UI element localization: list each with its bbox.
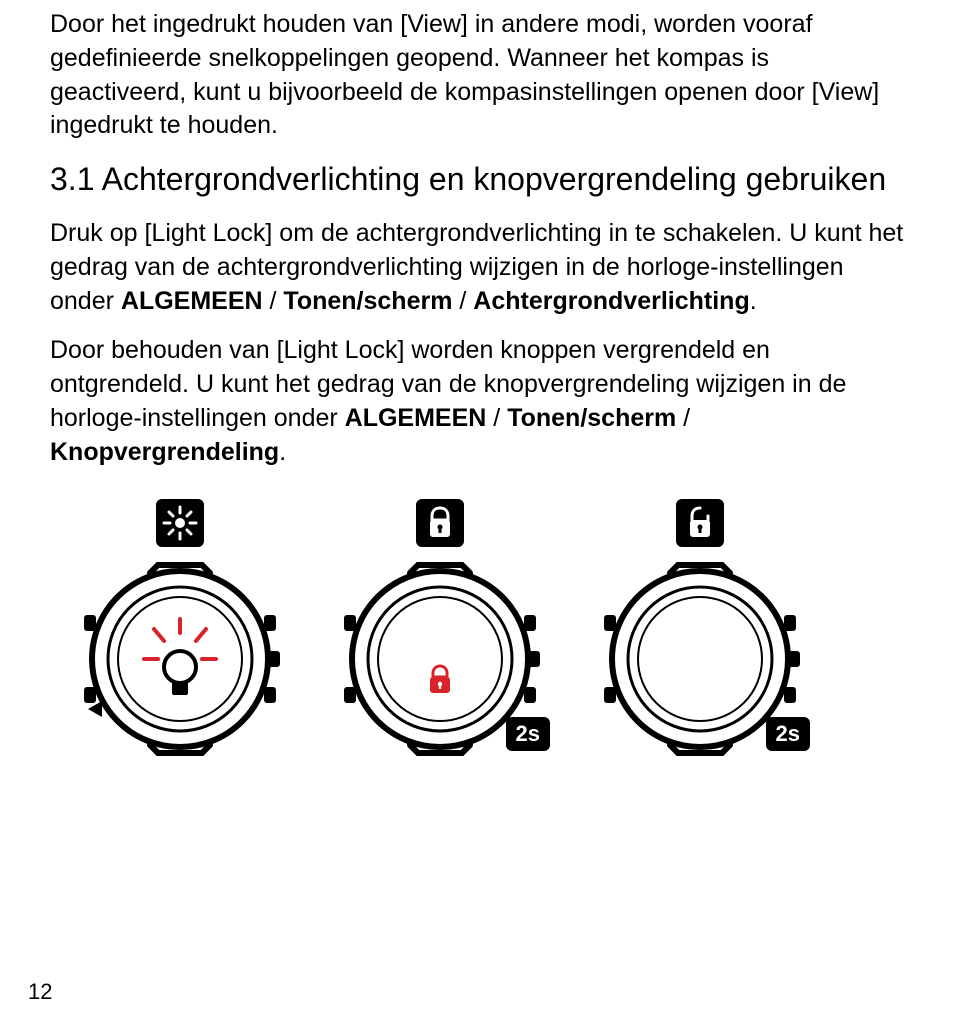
text-bold: ALGEMEEN bbox=[345, 404, 487, 432]
lock-red-icon bbox=[426, 664, 454, 701]
duration-badge: 2s bbox=[766, 717, 810, 751]
text-bold: Achtergrondverlichting bbox=[473, 287, 749, 315]
text-segment: / bbox=[486, 404, 507, 432]
figure-unlock: 2s bbox=[600, 499, 800, 759]
paragraph-intro: Door het ingedrukt houden van [View] in … bbox=[50, 8, 910, 143]
page-content: Door het ingedrukt houden van [View] in … bbox=[50, 0, 910, 759]
page-number: 12 bbox=[28, 979, 52, 1005]
watch-illustration bbox=[80, 559, 280, 759]
section-heading: 3.1 Achtergrondverlichting en knopvergre… bbox=[50, 159, 910, 199]
figure-backlight bbox=[80, 499, 280, 759]
text-segment: . bbox=[750, 287, 757, 315]
figures-row: 2s bbox=[50, 499, 910, 759]
paragraph-lock: Door behouden van [Light Lock] worden kn… bbox=[50, 334, 910, 469]
text-bold: Tonen/scherm bbox=[283, 287, 452, 315]
text-bold: ALGEMEEN bbox=[121, 287, 263, 315]
text-segment: / bbox=[263, 287, 284, 315]
watch-illustration: 2s bbox=[340, 559, 540, 759]
figure-lock: 2s bbox=[340, 499, 540, 759]
text-segment: / bbox=[452, 287, 473, 315]
text-bold: Knopvergrendeling bbox=[50, 438, 279, 466]
text-bold: Tonen/scherm bbox=[507, 404, 676, 432]
duration-badge: 2s bbox=[506, 717, 550, 751]
paragraph-backlight: Druk op [Light Lock] om de achtergrondve… bbox=[50, 217, 910, 318]
watch-illustration: 2s bbox=[600, 559, 800, 759]
lock-closed-icon bbox=[416, 499, 464, 547]
lock-open-icon bbox=[676, 499, 724, 547]
text-segment: . bbox=[279, 438, 286, 466]
text-segment: / bbox=[676, 404, 690, 432]
brightness-icon bbox=[156, 499, 204, 547]
